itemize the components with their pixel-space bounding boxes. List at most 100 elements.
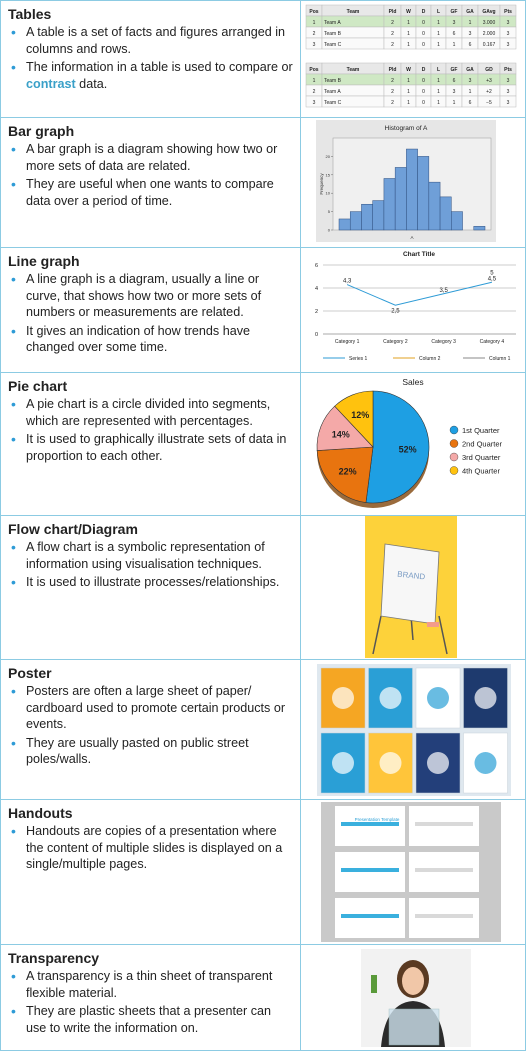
image-cell	[301, 660, 525, 799]
table-text: 2	[391, 78, 394, 84]
table-text: 0	[422, 89, 425, 95]
legend-label: 2nd Quarter	[462, 440, 503, 449]
slide-accent	[415, 822, 473, 826]
histogram-bar	[338, 218, 351, 231]
bullet-item: They are useful when one wants to compar…	[8, 176, 294, 209]
data-label: 12%	[351, 410, 369, 420]
bullet-list: A flow chart is a symbolic representatio…	[8, 539, 294, 591]
table-text: 6	[469, 42, 472, 48]
table-text: 2	[391, 20, 394, 26]
table-header: GA	[466, 67, 474, 73]
histogram-bar	[417, 156, 430, 231]
legend-swatch	[449, 452, 459, 462]
row-heading: Bar graph	[8, 123, 75, 139]
x-axis-label: A	[410, 235, 413, 240]
illustration: Chart Title 0 2 4 6 Category 1 4,3 Category 2 2,…	[315, 251, 516, 362]
table-header: Pts	[504, 9, 512, 15]
table-text: 3	[469, 78, 472, 84]
row-heading: Poster	[8, 665, 52, 681]
table-header: L	[437, 9, 440, 15]
table-header: D	[422, 67, 426, 73]
histogram-title: Histogram of A	[385, 125, 428, 132]
table-row: Bar graph A bar graph is a diagram showin…	[0, 118, 526, 248]
table-header: Team	[347, 67, 360, 73]
data-label: 2,5	[391, 308, 400, 314]
table-text: 3	[507, 78, 510, 84]
table-text: 0	[422, 20, 425, 26]
table-text: 0	[422, 31, 425, 37]
table-text: 0	[422, 100, 425, 106]
bullet-list: Handouts are copies of a presentation wh…	[8, 823, 294, 873]
table-text: 0.167	[483, 42, 496, 48]
bullet-item: A line graph is a diagram, usually a lin…	[8, 271, 294, 321]
histogram-bar	[428, 181, 441, 231]
table-text: 1	[407, 89, 410, 95]
table-header: Pld	[389, 9, 397, 15]
illustration: Pos Team Pld W D L GF GA GAvg Pts 1 Team A 2 1 0 1 3 1 3.0…	[305, 4, 517, 108]
data-label: 22%	[339, 466, 357, 476]
text-cell: Flow chart/Diagram A flow chart is a symb…	[1, 516, 301, 659]
legend-swatch	[449, 439, 459, 448]
illustration: Presentation Template	[321, 802, 501, 942]
table-text: 6	[453, 31, 456, 37]
y-tick-label: 2	[315, 309, 318, 315]
table-text: Team B	[324, 78, 342, 84]
table-text: 2	[391, 89, 394, 95]
table-header: D	[422, 9, 426, 15]
table-text: 3	[313, 100, 316, 106]
poster-art	[427, 687, 449, 709]
histogram-bar	[473, 226, 486, 231]
text-cell: Tables A table is a set of facts and figu…	[1, 1, 301, 117]
slide-accent	[415, 914, 473, 918]
data-label: 3,5	[439, 288, 448, 294]
data-label: 14%	[332, 430, 350, 440]
table-text: 3	[507, 100, 510, 106]
table-header: GF	[451, 9, 458, 15]
table-text: 1	[437, 42, 440, 48]
bullet-list: A line graph is a diagram, usually a lin…	[8, 271, 294, 356]
legend-label: 3rd Quarter	[462, 453, 501, 462]
table-header: Pos	[309, 9, 318, 15]
table-text: 0	[422, 42, 425, 48]
table-header: W	[406, 67, 411, 73]
bullet-item: Posters are often a large sheet of paper…	[8, 683, 294, 733]
table-header: GA	[466, 9, 474, 15]
tray	[427, 622, 439, 627]
y-tick-label: 15	[326, 172, 331, 177]
table-text: 1	[437, 78, 440, 84]
table-text: 1	[437, 89, 440, 95]
table-text: 1	[437, 100, 440, 106]
bullet-item: It gives an indication of how trends hav…	[8, 323, 294, 356]
image-cell: BRAND	[301, 516, 525, 659]
slide-accent	[341, 868, 399, 872]
table-text: Team C	[324, 100, 342, 106]
table-text: 1	[437, 31, 440, 37]
bullet-item: They are usually pasted on public street…	[8, 735, 294, 768]
table-row: Pie chart A pie chart is a circle divided…	[0, 373, 526, 516]
table-row: Handouts Handouts are copies of a present…	[0, 800, 526, 945]
x-tick-label: Category 3	[431, 339, 456, 345]
image-cell: Histogram of A 0 5 10 15 20 Frequency A	[301, 118, 525, 247]
table-header: Pld	[389, 67, 397, 73]
pie-slice	[316, 446, 374, 503]
table-header: W	[406, 9, 411, 15]
table-text: 3	[313, 42, 316, 48]
bullet-list: A table is a set of facts and figures ar…	[8, 24, 294, 92]
histogram-bar	[361, 203, 373, 231]
pie-slice	[334, 390, 374, 448]
illustration: Histogram of A 0 5 10 15 20 Frequency A	[316, 120, 496, 242]
poster-art	[332, 687, 354, 709]
y-tick-label: 20	[326, 154, 331, 159]
table-text: 1	[437, 20, 440, 26]
table-header: GD	[485, 67, 493, 73]
poster-art	[474, 687, 497, 709]
legend-label: Column 1	[489, 356, 511, 362]
slide-accent	[341, 914, 399, 918]
text-cell: Transparency A transparency is a thin she…	[1, 945, 301, 1050]
table-text: 2	[391, 100, 394, 106]
table-text: 3	[507, 31, 510, 37]
table-header: Pts	[504, 67, 512, 73]
y-tick-label: 10	[326, 191, 331, 196]
row-heading: Flow chart/Diagram	[8, 521, 138, 537]
